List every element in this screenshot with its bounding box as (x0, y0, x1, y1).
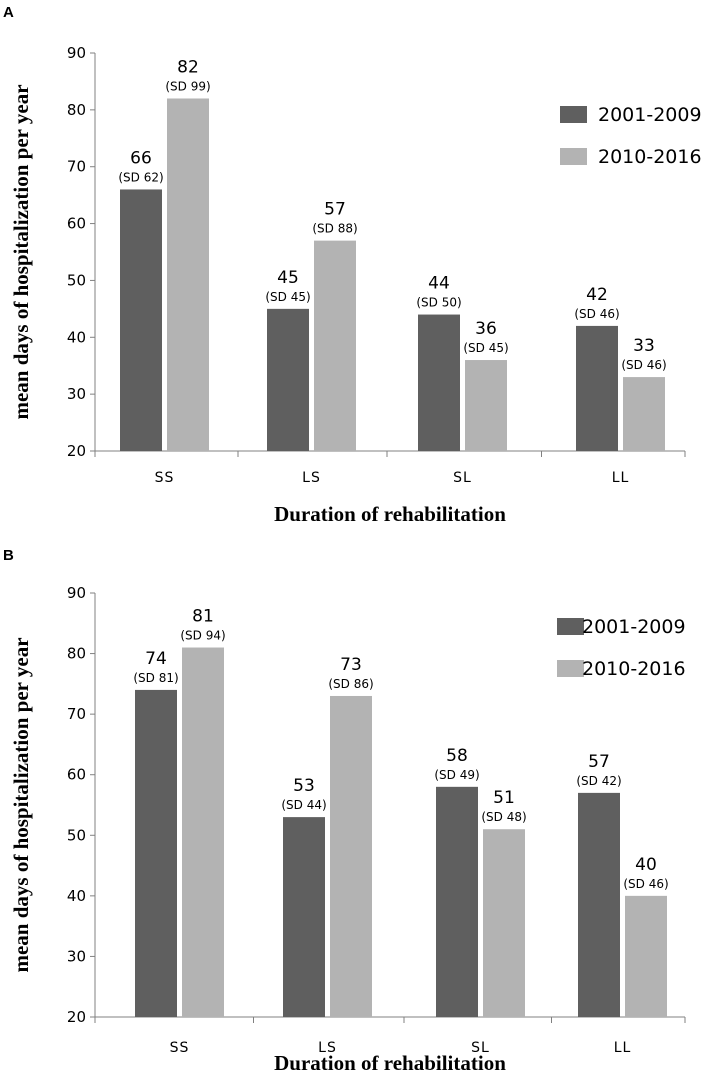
bar-2010-2016-LS (314, 240, 356, 451)
panel-letter: A (3, 4, 14, 21)
bar-2010-2016-SL (483, 829, 525, 1017)
bar-2001-2009-LS (267, 308, 309, 451)
legend-swatch (557, 660, 584, 677)
bar-2010-2016-LL (625, 895, 667, 1017)
bar-2001-2009-LL (576, 325, 618, 451)
data-label-value: 74 (145, 649, 167, 669)
data-label-value: 33 (633, 336, 655, 356)
y-tick-label: 70 (67, 705, 86, 723)
legend-label: 2010-2016 (598, 146, 702, 168)
y-tick-label: 50 (67, 271, 86, 289)
y-axis-title: mean days of hospitalization per year (9, 637, 33, 972)
data-label-sd: (SD 44) (281, 798, 326, 812)
panel-b: B 20 30 40 50 60 70 80 90 SS LS SL LL 74 (SD 81) 53 (SD … (3, 547, 686, 1075)
y-tick-label: 50 (67, 826, 86, 844)
data-label-sd: (SD 42) (576, 774, 621, 788)
data-label-value: 81 (192, 607, 214, 627)
data-label-value: 73 (340, 655, 362, 675)
x-axis-title: Duration of rehabilitation (274, 502, 506, 526)
bar-2001-2009-SS (135, 689, 177, 1017)
x-tick-label: LL (614, 1040, 632, 1056)
y-tick-label: 40 (67, 887, 86, 905)
x-tick-label: SL (471, 1040, 490, 1056)
bar-2001-2009-LL (578, 792, 620, 1017)
bar-2010-2016-LS (330, 695, 372, 1017)
data-label-value: 44 (428, 274, 450, 294)
data-label-sd: (SD 50) (416, 296, 461, 310)
data-label-value: 82 (177, 57, 199, 77)
y-tick-label: 90 (67, 44, 86, 62)
data-label-sd: (SD 81) (133, 671, 178, 685)
data-label-value: 57 (588, 752, 610, 772)
y-tick-label: 30 (67, 947, 86, 965)
x-tick-label: SS (155, 470, 175, 486)
y-tick-label: 70 (67, 158, 86, 176)
y-tick-label: 30 (67, 385, 86, 403)
data-label-sd: (SD 45) (463, 341, 508, 355)
legend-swatch (560, 148, 587, 165)
bar-2010-2016-SS (182, 647, 224, 1017)
data-label-sd: (SD 45) (265, 290, 310, 304)
data-label-sd: (SD 99) (165, 79, 210, 93)
legend-label: 2001-2009 (582, 616, 686, 638)
bar-2001-2009-SL (436, 786, 478, 1017)
data-label-value: 40 (635, 855, 657, 875)
x-tick-label: SS (170, 1040, 190, 1056)
data-label-sd: (SD 46) (621, 358, 666, 372)
bar-2001-2009-LS (283, 817, 325, 1017)
data-label-sd: (SD 88) (312, 222, 357, 236)
y-tick-label: 60 (67, 766, 86, 784)
x-tick-label: LS (302, 470, 321, 486)
data-label-sd: (SD 46) (574, 307, 619, 321)
data-label-sd: (SD 48) (481, 810, 526, 824)
data-label-value: 36 (475, 319, 497, 339)
y-tick-label: 60 (67, 215, 86, 233)
data-label-value: 45 (277, 268, 299, 288)
x-tick-label: LS (318, 1040, 337, 1056)
bar-2001-2009-SL (418, 314, 460, 451)
y-tick-label: 90 (67, 584, 86, 602)
data-label-value: 66 (130, 148, 152, 168)
y-tick-label: 20 (67, 442, 86, 460)
data-label-sd: (SD 49) (434, 768, 479, 782)
data-label-sd: (SD 62) (118, 170, 163, 184)
data-label-value: 53 (293, 776, 315, 796)
data-label-value: 42 (586, 285, 608, 305)
x-tick-label: SL (453, 470, 472, 486)
bar-2010-2016-SL (465, 360, 507, 451)
legend-swatch (560, 106, 587, 123)
x-axis-title: Duration of rehabilitation (274, 1051, 506, 1075)
bar-2010-2016-SS (167, 98, 209, 451)
y-tick-label: 80 (67, 101, 86, 119)
data-label-value: 58 (446, 746, 468, 766)
bar-2001-2009-SS (120, 189, 162, 451)
data-label-value: 57 (324, 200, 346, 220)
bar-2010-2016-LL (623, 377, 665, 451)
y-tick-label: 40 (67, 328, 86, 346)
y-tick-label: 20 (67, 1008, 86, 1026)
legend-swatch (557, 618, 584, 635)
panel-letter: B (3, 547, 14, 564)
panel-a: A 20 30 40 50 60 70 80 90 SS LS SL LL 66 (SD 62) 45 (SD … (3, 4, 702, 526)
x-tick-label: LL (612, 470, 630, 486)
data-label-sd: (SD 86) (328, 677, 373, 691)
data-label-sd: (SD 46) (623, 877, 668, 891)
y-axis-title: mean days of hospitalization per year (9, 84, 33, 419)
data-label-value: 51 (493, 788, 515, 808)
legend-label: 2010-2016 (582, 658, 686, 680)
y-tick-label: 80 (67, 645, 86, 663)
legend-label: 2001-2009 (598, 104, 702, 126)
data-label-sd: (SD 94) (180, 629, 225, 643)
